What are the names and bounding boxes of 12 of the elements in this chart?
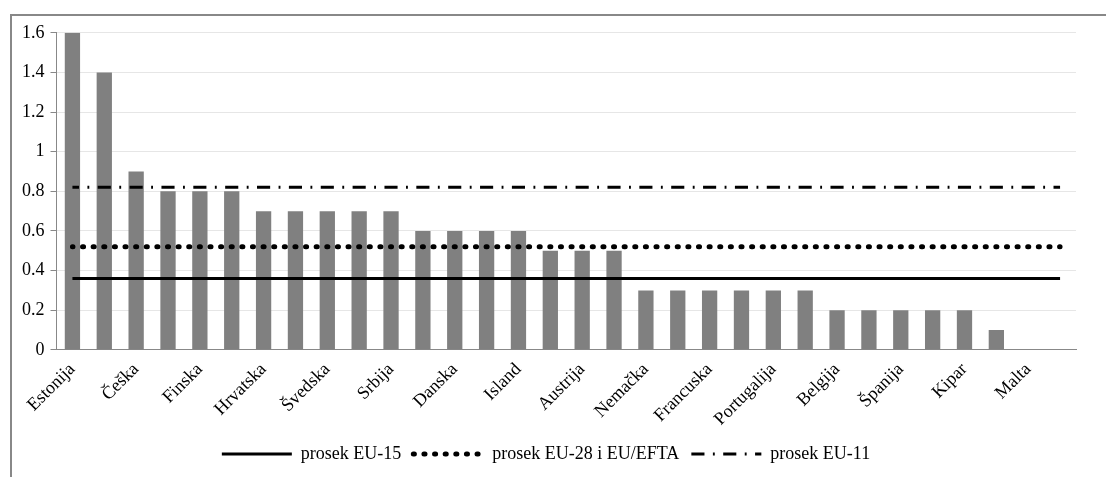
y-tick-label: 0.4: [22, 259, 45, 280]
y-tick-label: 1.2: [22, 100, 45, 121]
y-tick-label: 0: [35, 338, 45, 359]
y-tick-label: 0.2: [22, 298, 45, 319]
legend-label: prosek EU-28 i EU/EFTA: [492, 442, 680, 463]
y-tick-label: 0.6: [22, 219, 45, 240]
y-tick-label: 1: [35, 140, 45, 161]
y-tick-label: 1.6: [22, 21, 45, 42]
y-tick-label: 0.8: [22, 180, 45, 201]
y-tick-label: 1.4: [22, 61, 45, 82]
legend-label: prosek EU-15: [300, 442, 402, 463]
legend-label: prosek EU-11: [770, 442, 871, 463]
